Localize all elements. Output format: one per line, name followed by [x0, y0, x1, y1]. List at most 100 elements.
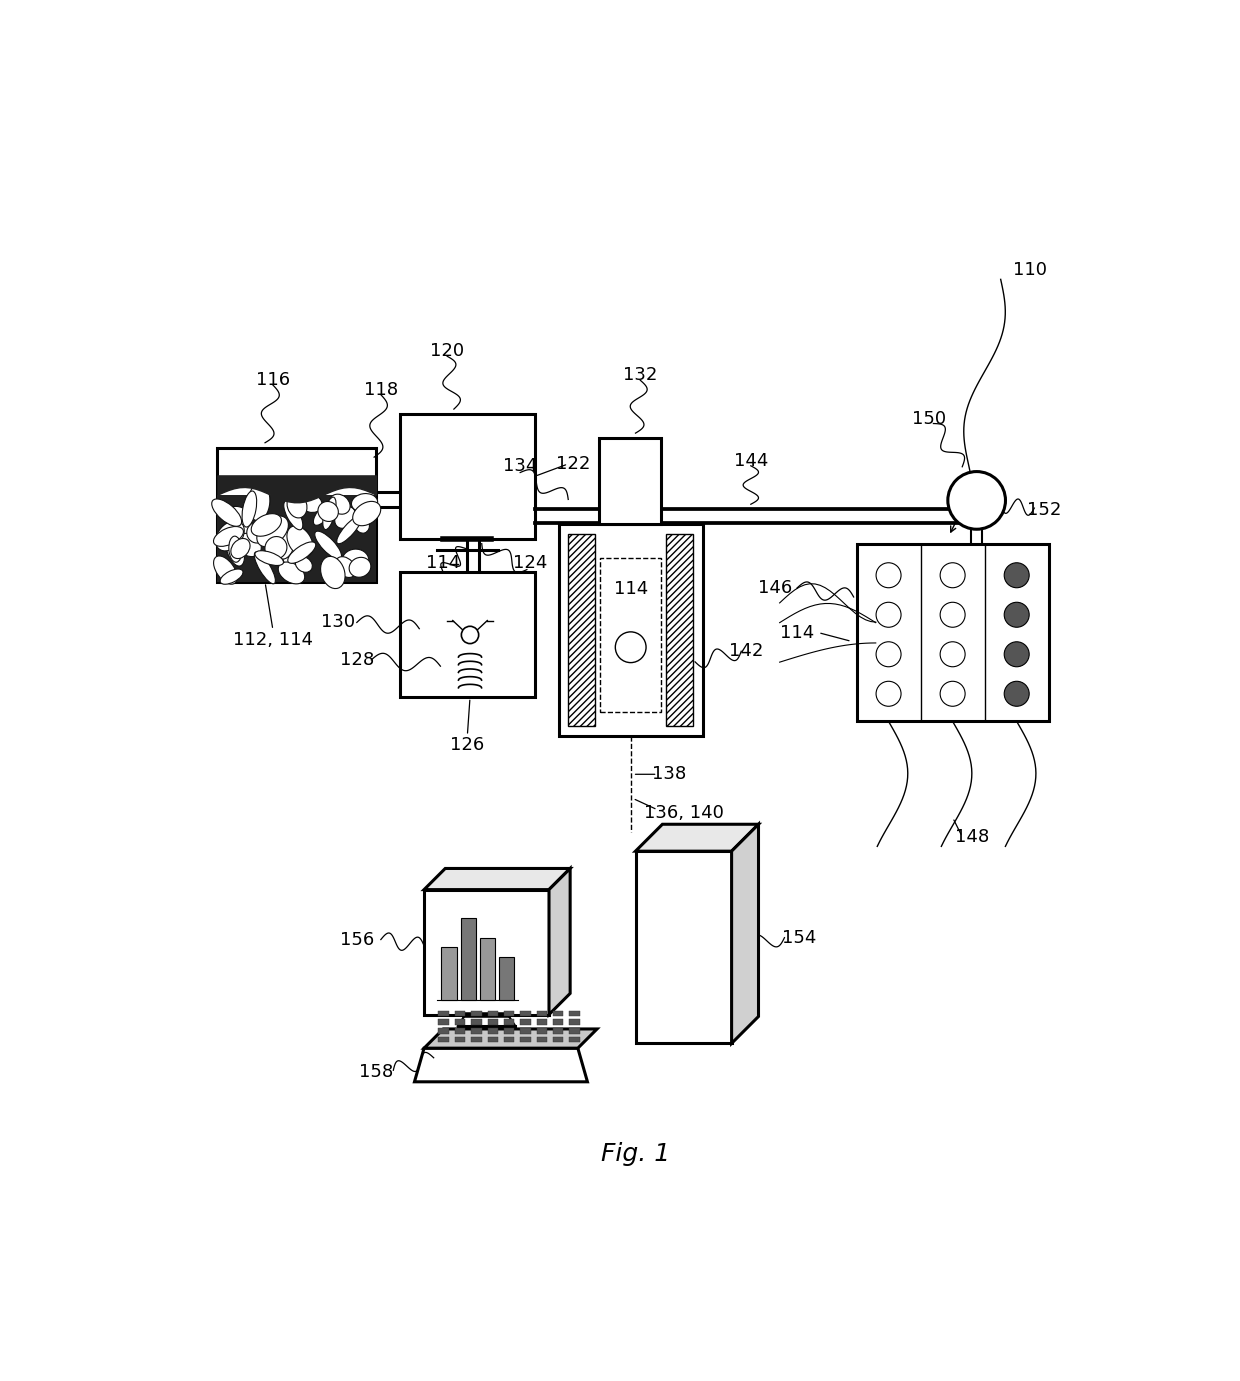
Bar [537, 1011, 547, 1016]
Text: 150: 150 [911, 410, 946, 428]
Polygon shape [635, 824, 759, 851]
Bar [498, 957, 515, 1000]
Ellipse shape [315, 532, 341, 559]
Bar [569, 1019, 580, 1025]
Text: Fig. 1: Fig. 1 [601, 1142, 670, 1166]
Ellipse shape [216, 521, 244, 551]
Bar [439, 1019, 449, 1025]
Ellipse shape [229, 536, 242, 562]
Ellipse shape [234, 521, 254, 552]
Circle shape [940, 602, 965, 627]
Polygon shape [732, 824, 759, 1044]
Ellipse shape [281, 534, 298, 565]
Ellipse shape [322, 497, 336, 529]
Bar [537, 1027, 547, 1034]
Ellipse shape [212, 499, 242, 526]
Bar [439, 1037, 449, 1043]
Ellipse shape [314, 504, 331, 525]
Ellipse shape [330, 494, 350, 514]
Text: 118: 118 [363, 381, 398, 399]
Ellipse shape [288, 541, 316, 563]
Text: 114: 114 [427, 554, 460, 572]
Bar [553, 1037, 563, 1043]
Ellipse shape [355, 515, 370, 533]
Text: 148: 148 [955, 827, 990, 845]
Circle shape [877, 681, 901, 706]
Text: 110: 110 [1013, 261, 1047, 279]
Ellipse shape [231, 539, 250, 558]
Bar [521, 1011, 531, 1016]
Ellipse shape [295, 557, 312, 572]
Bar [600, 558, 661, 711]
Text: 126: 126 [450, 736, 485, 754]
Text: 128: 128 [340, 650, 374, 668]
Bar [553, 1011, 563, 1016]
Bar [857, 544, 1049, 721]
Bar [558, 525, 703, 736]
Bar [471, 1019, 482, 1025]
Bar [217, 447, 376, 581]
Bar [439, 1027, 449, 1034]
Ellipse shape [337, 516, 362, 544]
Ellipse shape [226, 533, 244, 566]
Bar [455, 1027, 465, 1034]
Polygon shape [424, 869, 570, 889]
Bar [487, 1011, 498, 1016]
Text: 124: 124 [512, 554, 547, 572]
Bar [487, 1037, 498, 1043]
Ellipse shape [246, 528, 264, 551]
Circle shape [940, 681, 965, 706]
Ellipse shape [351, 493, 378, 512]
Ellipse shape [352, 501, 381, 526]
Bar [569, 1037, 580, 1043]
Polygon shape [424, 1029, 596, 1048]
Circle shape [877, 563, 901, 588]
Ellipse shape [336, 557, 356, 577]
Circle shape [940, 563, 965, 588]
Bar [460, 918, 476, 1000]
Circle shape [1004, 563, 1029, 588]
Circle shape [947, 471, 1006, 529]
Bar [455, 1019, 465, 1025]
Bar [553, 1019, 563, 1025]
Bar [568, 534, 595, 726]
Text: 138: 138 [652, 765, 686, 783]
Bar [503, 1011, 515, 1016]
Ellipse shape [277, 529, 295, 559]
Bar [537, 1019, 547, 1025]
Text: 144: 144 [734, 452, 768, 470]
Text: 134: 134 [503, 457, 537, 475]
Circle shape [1004, 642, 1029, 667]
Circle shape [940, 642, 965, 667]
Text: 146: 146 [758, 579, 792, 597]
Bar [455, 1037, 465, 1043]
Circle shape [1004, 681, 1029, 706]
Ellipse shape [221, 569, 243, 584]
Bar [521, 1037, 531, 1043]
Bar [599, 438, 661, 525]
Bar [569, 1011, 580, 1016]
Ellipse shape [321, 557, 345, 588]
Ellipse shape [213, 557, 237, 584]
Bar [503, 1037, 515, 1043]
Ellipse shape [335, 507, 356, 529]
Bar [439, 1011, 449, 1016]
Text: 132: 132 [624, 366, 657, 384]
Bar [471, 1027, 482, 1034]
Ellipse shape [286, 493, 308, 518]
Ellipse shape [247, 522, 268, 543]
Text: 116: 116 [255, 371, 290, 389]
Bar [553, 1027, 563, 1034]
Bar [401, 573, 534, 697]
Ellipse shape [286, 526, 312, 557]
Ellipse shape [295, 529, 309, 548]
Ellipse shape [284, 501, 303, 530]
Ellipse shape [254, 552, 275, 584]
Bar [666, 534, 693, 726]
Text: 122: 122 [556, 454, 590, 472]
Ellipse shape [300, 494, 322, 512]
Circle shape [1004, 602, 1029, 627]
Text: 136, 140: 136, 140 [644, 804, 723, 822]
Bar [424, 889, 549, 1015]
Bar [480, 938, 495, 1000]
